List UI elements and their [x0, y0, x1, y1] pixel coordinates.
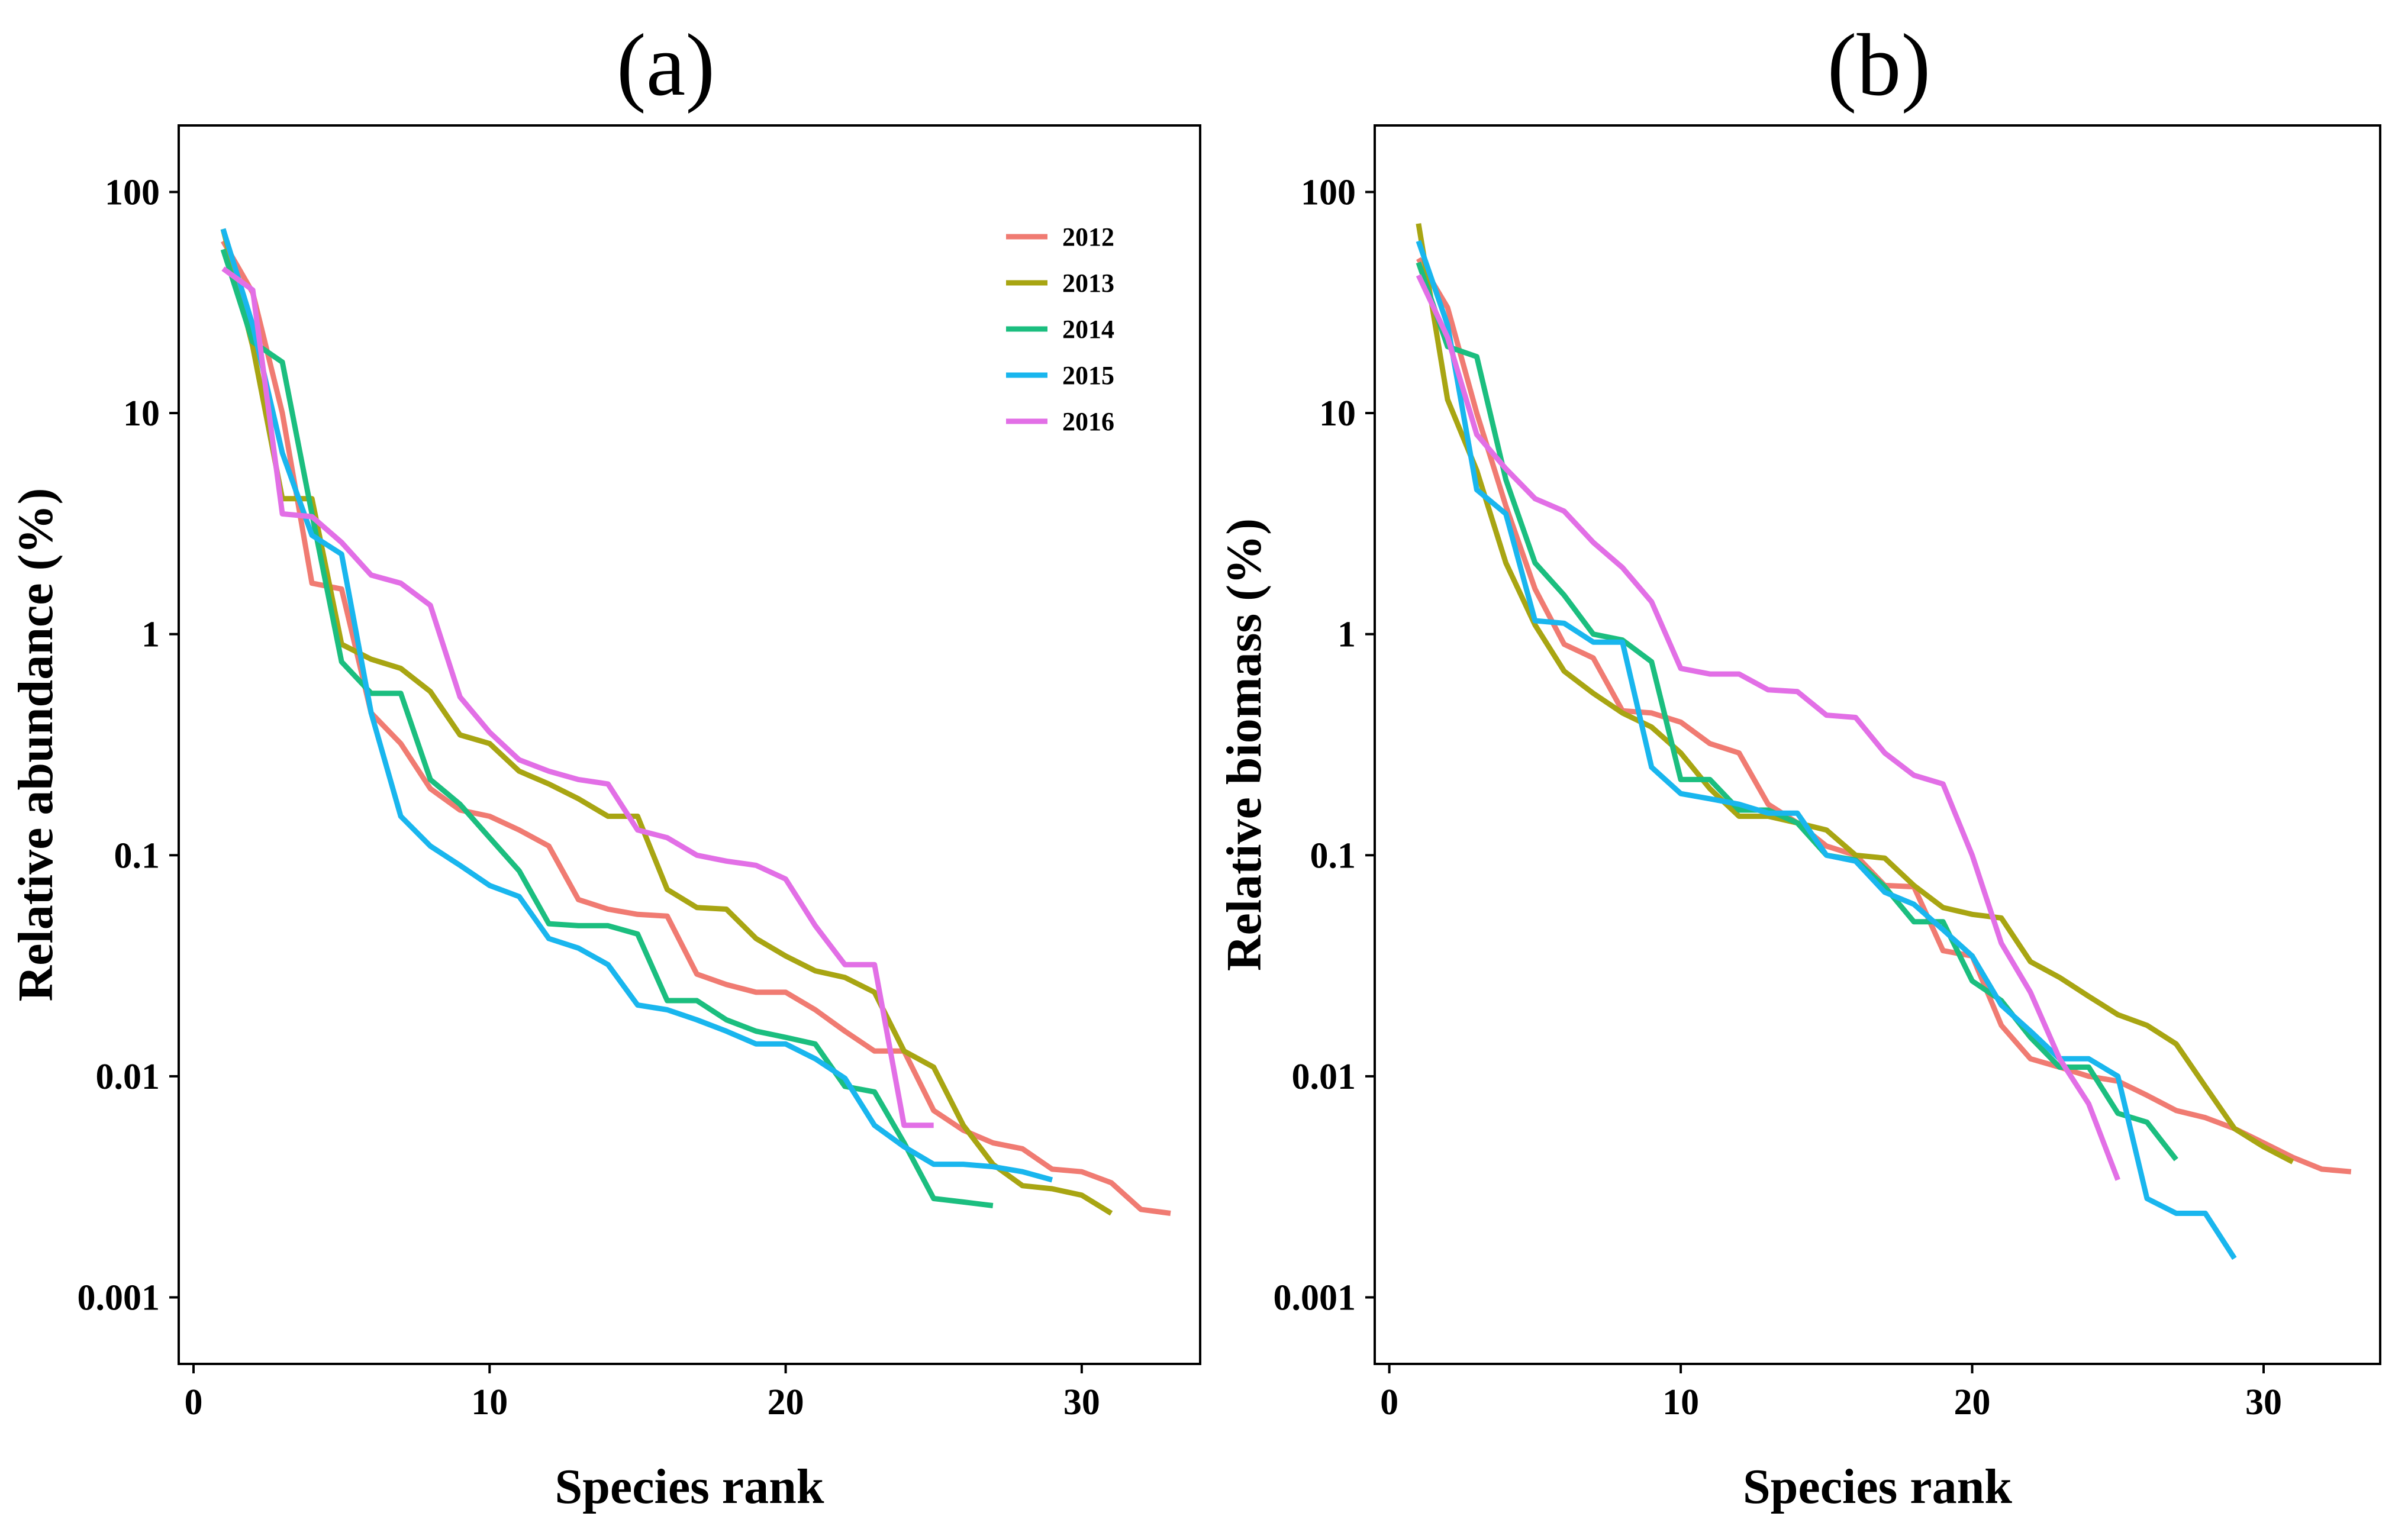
panel-b-y-axis-title: Relative biomass (%) [1217, 518, 1272, 971]
panel-a-series-2012-line [221, 240, 1171, 1216]
legend: 2012 2013 2014 2015 2016 [1006, 222, 1114, 436]
panel-a-y-axis-title: Relative abundance (%) [8, 488, 63, 1002]
panel-a-x-axis-title: Species rank [555, 1459, 824, 1514]
panel-a-series-2014-line [220, 249, 994, 1208]
panel-a-series-2015-line [220, 228, 1053, 1183]
panel-a-series-2013-line [220, 228, 1113, 1216]
panel-b-x-tick-label: 20 [1954, 1382, 1991, 1422]
panel-a-x-tick-label: 20 [768, 1382, 804, 1422]
panel-b-y-tick-label: 0.001 [1274, 1278, 1356, 1318]
panel-b-y-tick-label: 100 [1301, 172, 1356, 212]
panel-b-title: (b) [1827, 16, 1931, 114]
panel-b-frame [1374, 124, 2381, 1365]
panel-b-y-tick-label: 1 [1337, 615, 1356, 655]
panel-a-title: (a) [617, 16, 715, 114]
panel-a-y-tick-label: 100 [105, 172, 160, 212]
panel-b-x-tick-label: 0 [1380, 1382, 1398, 1422]
panel-b-series-2013-line [1416, 223, 2294, 1165]
panel-b-x-axis-title: Species rank [1743, 1459, 2012, 1514]
panel-b-series-2014-line [1416, 262, 2178, 1162]
panel-a-x-tick-label: 30 [1063, 1382, 1100, 1422]
panel-b-series-2015-line [1416, 240, 2237, 1260]
legend-label-2014: 2014 [1062, 315, 1114, 344]
legend-label-2012: 2012 [1062, 222, 1114, 251]
panel-a-y-tick-label: 10 [123, 393, 160, 434]
panel-b-series-2012-line [1416, 257, 2352, 1175]
panel-b-x-tick-label: 30 [2245, 1382, 2282, 1422]
panel-a-y-tick-label: 0.01 [96, 1057, 160, 1097]
panel-a-x-tick-label: 10 [471, 1382, 508, 1422]
legend-label-2015: 2015 [1062, 361, 1114, 390]
panel-b: (b) 0.001 0.01 0.1 1 10 100 0 10 20 30 Species rank… [1217, 16, 2381, 1514]
legend-label-2016: 2016 [1062, 407, 1114, 436]
panel-a-series-2016-line [221, 266, 934, 1128]
legend-label-2013: 2013 [1062, 269, 1114, 298]
panel-b-y-tick-label: 0.1 [1310, 836, 1356, 876]
panel-a: (a) 0.001 0.01 0.1 1 10 100 0 10 20 30 Species rank… [8, 16, 1201, 1514]
panel-a-x-tick-label: 0 [185, 1382, 203, 1422]
panel-b-y-tick-label: 10 [1319, 393, 1356, 434]
panel-b-series-2016-line [1416, 274, 2121, 1181]
panel-a-y-tick-label: 0.1 [114, 836, 160, 876]
panel-a-y-tick-label: 1 [141, 615, 160, 655]
panel-b-y-tick-label: 0.01 [1292, 1057, 1356, 1097]
panel-a-frame [178, 124, 1201, 1365]
panel-a-y-tick-label: 0.001 [78, 1278, 160, 1318]
panel-b-x-tick-label: 10 [1662, 1382, 1699, 1422]
